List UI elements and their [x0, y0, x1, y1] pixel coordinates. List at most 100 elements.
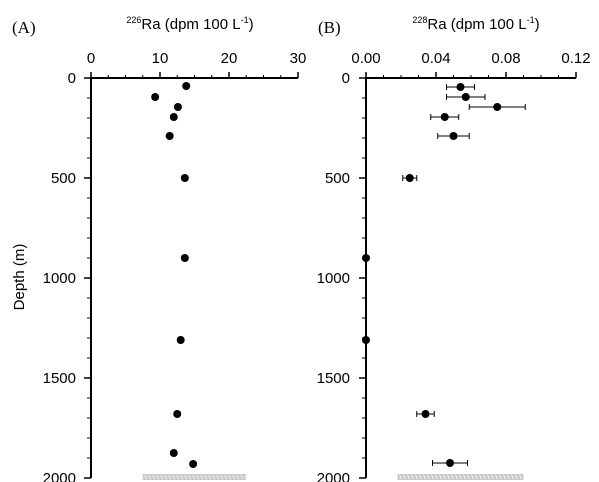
data-point: [151, 93, 160, 101]
seafloor-hatch: [224, 474, 228, 480]
xtick-label: 0.12: [561, 50, 590, 67]
panel-a: (A) 226Ra (dpm 100 L-1) 0 10 20 30 0 500…: [11, 15, 306, 482]
xtick-label: 0.00: [351, 50, 380, 67]
seafloor-hatch: [399, 474, 402, 480]
ytick-label: 0: [342, 70, 350, 87]
seafloor-hatch: [455, 474, 458, 480]
seafloor-hatch: [435, 474, 438, 480]
seafloor-hatch: [503, 474, 506, 480]
seafloor-hatch: [232, 474, 236, 480]
panel-b-ytick-labels: 0 500 1000 1500 2000: [317, 70, 350, 482]
seafloor-bar: [142, 474, 247, 480]
seafloor-hatch: [507, 474, 510, 480]
panel-a-axes: [84, 72, 299, 479]
seafloor-hatch: [403, 474, 406, 480]
seafloor-hatch: [148, 474, 152, 480]
seafloor-hatch: [515, 474, 518, 480]
panel-a-marks: [142, 82, 248, 480]
seafloor-hatch: [471, 474, 474, 480]
seafloor-hatch: [160, 474, 164, 480]
xtick-label: 10: [152, 50, 169, 67]
panel-a-ylabel: Depth (m): [11, 244, 28, 311]
ytick-label: 1500: [43, 370, 76, 387]
ytick-label: 2000: [43, 470, 76, 482]
data-point: [182, 82, 191, 90]
seafloor-hatch: [244, 474, 248, 480]
ytick-label: 500: [325, 170, 350, 187]
data-point: [173, 103, 182, 111]
xtick-label: 0.08: [491, 50, 520, 67]
panel-a-ytick-labels: 0 500 1000 1500 2000: [43, 70, 76, 482]
seafloor-hatch: [184, 474, 188, 480]
seafloor-hatch: [419, 474, 422, 480]
ytick-label: 0: [68, 70, 76, 87]
panel-b-axes: [359, 72, 577, 479]
seafloor-hatch: [192, 474, 196, 480]
seafloor-hatch: [483, 474, 486, 480]
seafloor-hatch: [216, 474, 220, 480]
panel-b-xtick-labels: 0.00 0.04 0.08 0.12: [351, 50, 590, 67]
seafloor-hatch: [519, 474, 522, 480]
panel-a-xlabel: 226Ra (dpm 100 L-1): [126, 15, 253, 33]
seafloor-hatch: [463, 474, 466, 480]
data-point: [176, 336, 185, 344]
seafloor-hatch: [491, 474, 494, 480]
seafloor-hatch: [168, 474, 172, 480]
seafloor-hatch: [443, 474, 446, 480]
seafloor-hatch: [204, 474, 208, 480]
panel-b-label: (B): [318, 18, 341, 37]
seafloor-hatch: [240, 474, 244, 480]
seafloor-hatch: [212, 474, 216, 480]
seafloor-hatch: [144, 474, 148, 480]
seafloor-hatch: [220, 474, 224, 480]
panel-a-xtick-labels: 0 10 20 30: [87, 50, 307, 67]
xtick-label: 0: [87, 50, 95, 67]
panel-b: (B) 228Ra (dpm 100 L-1) 0.00 0.04 0.08 0…: [317, 15, 591, 482]
data-point: [493, 103, 502, 111]
seafloor-hatch: [499, 474, 502, 480]
seafloor-hatch: [164, 474, 168, 480]
seafloor-hatch: [487, 474, 490, 480]
seafloor-hatch: [407, 474, 410, 480]
seafloor-hatch: [451, 474, 454, 480]
data-point: [165, 132, 174, 140]
seafloor-hatch: [236, 474, 240, 480]
seafloor-hatch: [196, 474, 200, 480]
seafloor-hatch: [188, 474, 192, 480]
panel-a-label: (A): [12, 18, 36, 37]
data-point: [189, 460, 198, 468]
data-point: [449, 132, 458, 140]
data-point: [169, 113, 178, 121]
ytick-label: 1500: [317, 370, 350, 387]
seafloor-hatch: [447, 474, 450, 480]
seafloor-hatch: [176, 474, 180, 480]
seafloor-hatch: [180, 474, 184, 480]
seafloor-hatch: [479, 474, 482, 480]
seafloor-hatch: [511, 474, 514, 480]
seafloor-hatch: [156, 474, 160, 480]
ytick-label: 2000: [317, 470, 350, 482]
xtick-label: 30: [290, 50, 307, 67]
seafloor-hatch: [439, 474, 442, 480]
seafloor-hatch: [431, 474, 434, 480]
seafloor-hatch: [228, 474, 232, 480]
data-point: [173, 410, 182, 418]
data-point: [461, 93, 470, 101]
data-point: [180, 254, 189, 262]
panel-b-marks: [362, 83, 526, 480]
ytick-label: 500: [51, 170, 76, 187]
data-point: [362, 254, 370, 262]
data-point: [440, 113, 449, 121]
data-point: [446, 459, 454, 467]
data-point: [169, 449, 178, 457]
xtick-label: 20: [221, 50, 238, 67]
seafloor-hatch: [459, 474, 462, 480]
xtick-label: 0.04: [421, 50, 450, 67]
data-point: [180, 174, 189, 182]
seafloor-hatch: [423, 474, 426, 480]
seafloor-hatch: [467, 474, 470, 480]
data-point: [405, 174, 414, 182]
seafloor-hatch: [172, 474, 176, 480]
ytick-label: 1000: [43, 270, 76, 287]
